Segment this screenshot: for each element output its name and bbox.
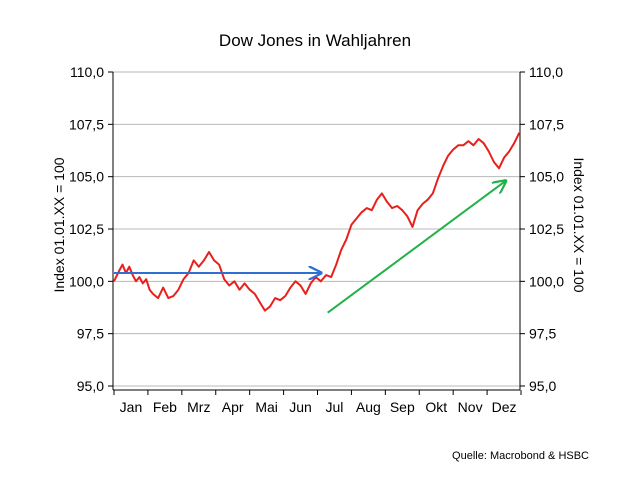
plot-frame xyxy=(112,72,521,391)
y-tick-label-right: 102,5 xyxy=(529,221,564,237)
x-tick-label: Mrz xyxy=(187,399,210,415)
series-line xyxy=(113,132,521,312)
y-tick-label-right: 110,0 xyxy=(529,64,563,80)
y-tick-label-right: 97,5 xyxy=(529,326,556,342)
y-axis-right: 95,0 97,5 100,0 102,5 105,0 107,5 110,0 xyxy=(520,64,564,394)
chart-title: Dow Jones in Wahljahren xyxy=(219,31,411,50)
x-tick-label: Aug xyxy=(356,399,381,415)
source-note: Quelle: Macrobond & HSBC xyxy=(452,450,589,462)
y-tick-label-left: 105,0 xyxy=(69,169,104,185)
x-tick-label: Mai xyxy=(255,399,278,415)
y-tick-label-left: 95,0 xyxy=(77,378,104,394)
x-tick-label: Sep xyxy=(390,399,415,415)
y-tick-label-right: 100,0 xyxy=(529,273,564,289)
y-tick-label-left: 107,5 xyxy=(69,116,104,132)
y-axis-label-left: Index 01.01.XX = 100 xyxy=(51,157,67,292)
y-tick-label-left: 97,5 xyxy=(77,326,104,342)
grid-layer xyxy=(113,71,520,387)
x-tick-label: Jan xyxy=(120,399,143,415)
x-tick-label: Dez xyxy=(492,399,517,415)
y-tick-label-right: 95,0 xyxy=(529,378,556,394)
x-tick-label: Okt xyxy=(425,399,447,415)
x-tick-label: Jun xyxy=(289,399,312,415)
series-layer xyxy=(113,132,521,312)
trend-arrow-green xyxy=(327,181,506,314)
x-axis: Jan Feb Mrz Apr Mai Jun Jul Aug Sep Okt Nov Dez xyxy=(113,390,522,415)
y-tick-label-left: 102,5 xyxy=(69,221,104,237)
y-tick-label-right: 107,5 xyxy=(529,116,564,132)
y-axis-left: 95,0 97,5 100,0 102,5 105,0 107,5 110,0 xyxy=(69,64,113,394)
x-tick-label: Jul xyxy=(326,399,344,415)
y-tick-label-left: 100,0 xyxy=(69,273,104,289)
y-axis-label-right: Index 01.01.XX = 100 xyxy=(571,157,587,292)
y-tick-label-left: 110,0 xyxy=(70,64,104,80)
x-tick-label: Apr xyxy=(222,399,244,415)
x-tick-label: Nov xyxy=(458,399,483,415)
annotation-layer xyxy=(114,181,506,314)
x-tick-label: Feb xyxy=(153,399,177,415)
y-tick-label-right: 105,0 xyxy=(529,169,564,185)
